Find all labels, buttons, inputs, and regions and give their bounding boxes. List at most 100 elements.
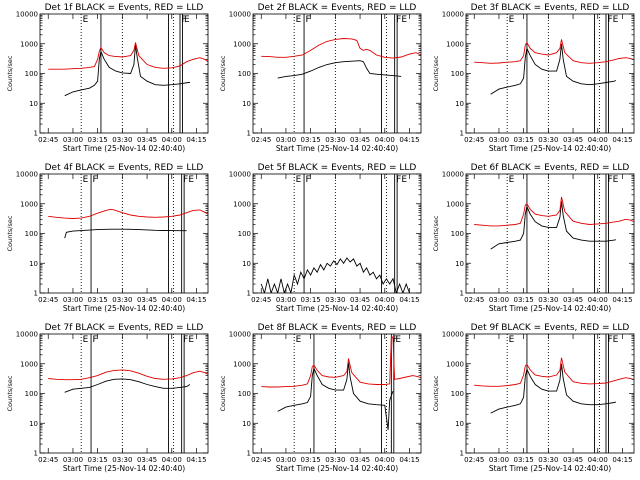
- time-marker-label: F: [93, 335, 98, 345]
- y-tick-label: 1000: [233, 40, 251, 48]
- plot-area: [48, 14, 208, 133]
- series-line-events: [277, 362, 394, 430]
- x-tick-label: 03:00: [276, 456, 296, 464]
- x-tick-label: 04:15: [186, 136, 206, 144]
- x-tick-label: 02:45: [38, 296, 58, 304]
- series-line-events: [490, 43, 617, 95]
- detector-panel-7: Det 7f BLACK = Events, RED = LLD E F FE 1 10 1…: [6, 323, 209, 473]
- time-marker-label: F: [93, 175, 98, 185]
- x-tick-label: 04:15: [612, 136, 632, 144]
- series-line-events: [260, 257, 410, 293]
- series-line-events: [277, 60, 402, 79]
- x-tick-label: 02:45: [38, 136, 58, 144]
- time-marker-label: F: [182, 15, 187, 25]
- series-line-events: [490, 363, 617, 414]
- y-tick-label: 10000: [442, 11, 464, 19]
- series-line-lld: [48, 208, 208, 219]
- x-tick-label: 03:00: [489, 456, 509, 464]
- y-tick-label: 10000: [229, 171, 251, 179]
- x-tick-label: 04:00: [588, 296, 608, 304]
- y-tick-label: 10: [242, 100, 251, 108]
- series-line-lld: [474, 357, 634, 387]
- y-tick-label: 1: [34, 450, 38, 458]
- time-marker-label: FE: [183, 335, 194, 345]
- plot-frame: [252, 13, 422, 134]
- y-tick-label: 1000: [446, 360, 464, 368]
- x-tick-label: 03:00: [276, 296, 296, 304]
- series-line-events: [64, 228, 187, 239]
- series-line-events: [64, 45, 190, 97]
- x-axis-label: Start Time (25-Nov-14 02:40:40): [489, 464, 611, 473]
- x-tick-label: 03:30: [112, 296, 132, 304]
- time-marker-label: E: [296, 175, 302, 185]
- time-marker-label: FE: [396, 175, 407, 185]
- detector-panel-4: Det 4f BLACK = Events, RED = LLD E F FE 1 10 1…: [6, 163, 209, 313]
- x-tick-label: 03:30: [325, 456, 345, 464]
- series-line-lld: [261, 335, 421, 388]
- y-tick-label: 1: [247, 130, 251, 138]
- plot-frame: [39, 333, 209, 454]
- y-tick-label: 10: [455, 100, 464, 108]
- y-tick-label: 10: [29, 260, 38, 268]
- y-tick-label: 100: [25, 230, 38, 238]
- x-tick-label: 03:30: [538, 456, 558, 464]
- time-marker-label: E: [509, 15, 515, 25]
- time-marker-label: F: [393, 335, 398, 345]
- y-tick-label: 1000: [446, 200, 464, 208]
- x-tick-label: 02:45: [464, 136, 484, 144]
- y-tick-label: 1: [34, 290, 38, 298]
- y-tick-label: 1: [247, 290, 251, 298]
- y-axis-label: Counts/sec: [6, 55, 14, 91]
- y-tick-label: 1000: [20, 200, 38, 208]
- panel-title: Det 1f BLACK = Events, RED = LLD: [45, 3, 204, 13]
- series-line-lld: [48, 42, 208, 70]
- x-tick-label: 03:30: [325, 296, 345, 304]
- y-tick-label: 100: [451, 390, 464, 398]
- time-marker-label: E: [296, 15, 302, 25]
- y-axis-label: Counts/sec: [432, 215, 440, 251]
- y-tick-label: 10000: [16, 331, 38, 339]
- x-tick-label: 04:15: [612, 456, 632, 464]
- x-axis-label: Start Time (25-Nov-14 02:40:40): [489, 144, 611, 153]
- y-axis-label: Counts/sec: [432, 55, 440, 91]
- y-tick-label: 100: [238, 70, 251, 78]
- x-tick-label: 03:30: [538, 136, 558, 144]
- y-tick-label: 100: [25, 70, 38, 78]
- y-tick-label: 10: [29, 100, 38, 108]
- series-line-lld: [474, 196, 634, 227]
- plot-area: [261, 14, 421, 133]
- x-axis-label: Start Time (25-Nov-14 02:40:40): [63, 464, 185, 473]
- plot-area: [261, 334, 421, 453]
- y-tick-label: 10000: [442, 331, 464, 339]
- x-tick-label: 03:45: [563, 456, 583, 464]
- x-tick-label: 03:45: [137, 136, 157, 144]
- x-tick-label: 04:15: [186, 296, 206, 304]
- time-marker-label: E: [184, 15, 190, 25]
- y-tick-label: 10: [455, 260, 464, 268]
- panel-title: Det 7f BLACK = Events, RED = LLD: [45, 323, 204, 333]
- x-tick-label: 04:15: [399, 456, 419, 464]
- detector-panel-3: Det 3f BLACK = Events, RED = LLD E FE 1 10 10…: [432, 3, 635, 153]
- x-tick-label: 03:00: [489, 296, 509, 304]
- time-marker-label: E: [296, 335, 302, 345]
- time-marker-label: FE: [608, 335, 619, 345]
- y-tick-label: 10: [242, 260, 251, 268]
- x-tick-label: 02:45: [38, 456, 58, 464]
- y-tick-label: 10: [455, 420, 464, 428]
- series-line-lld: [474, 39, 634, 64]
- y-axis-label: Counts/sec: [6, 375, 14, 411]
- x-axis-label: Start Time (25-Nov-14 02:40:40): [276, 304, 398, 313]
- x-tick-label: 04:15: [186, 456, 206, 464]
- y-tick-label: 10000: [16, 171, 38, 179]
- x-tick-label: 04:15: [612, 296, 632, 304]
- y-axis-label: Counts/sec: [432, 375, 440, 411]
- y-axis-label: Counts/sec: [219, 55, 227, 91]
- plot-frame: [252, 333, 422, 454]
- time-marker-label: E: [509, 175, 515, 185]
- x-tick-label: 02:45: [251, 136, 271, 144]
- y-tick-label: 10000: [229, 331, 251, 339]
- y-tick-label: 10000: [229, 11, 251, 19]
- x-tick-label: 03:15: [88, 456, 108, 464]
